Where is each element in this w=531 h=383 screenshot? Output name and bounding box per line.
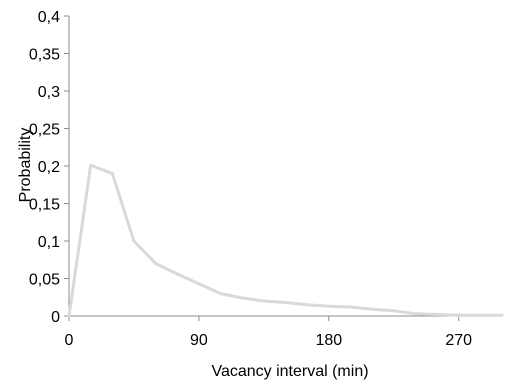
data-point	[132, 239, 136, 243]
x-tick-label: 180	[315, 332, 342, 349]
data-point	[305, 303, 309, 307]
data-point	[413, 312, 417, 316]
x-tick-label: 90	[190, 332, 208, 349]
data-point	[67, 314, 71, 318]
x-axis-ticks: 0 90 180 270	[65, 316, 472, 349]
data-point	[219, 292, 223, 295]
y-tick-label: 0,25	[29, 122, 60, 139]
x-tick-label: 0	[65, 332, 74, 349]
data-point	[89, 163, 93, 167]
x-axis-title: Vacancy interval (min)	[211, 363, 368, 380]
data-point	[175, 272, 179, 276]
data-point	[435, 313, 439, 316]
data-point	[392, 309, 396, 313]
y-axis-ticks: 0 0,05 0,1 0,15 0,2 0,25 0,3 0,35 0,4	[29, 9, 69, 326]
y-tick-label: 0,15	[29, 197, 60, 214]
series-layer	[67, 163, 504, 318]
x-tick-label: 270	[445, 332, 472, 349]
data-point	[348, 305, 352, 309]
y-tick-label: 0,05	[29, 272, 60, 289]
data-point	[478, 313, 482, 317]
data-point	[154, 262, 158, 265]
data-point	[240, 296, 244, 300]
y-tick-label: 0,2	[38, 159, 60, 176]
data-point	[262, 299, 266, 303]
data-point	[500, 313, 504, 317]
y-axis-title: Probability	[17, 128, 34, 203]
y-tick-label: 0,1	[38, 234, 60, 251]
data-point	[197, 282, 201, 286]
data-point	[110, 172, 114, 175]
y-tick-label: 0	[51, 309, 60, 326]
y-tick-label: 0,3	[38, 84, 60, 101]
y-tick-label: 0,35	[29, 47, 60, 64]
data-point	[327, 304, 331, 308]
data-point	[370, 307, 374, 311]
data-point	[284, 301, 287, 304]
data-point	[457, 313, 461, 317]
plot-area: 0 0,05 0,1 0,15 0,2 0,25 0,3 0,35 0,4 0 90 180 270	[29, 9, 504, 349]
y-tick-label: 0,4	[38, 9, 60, 26]
